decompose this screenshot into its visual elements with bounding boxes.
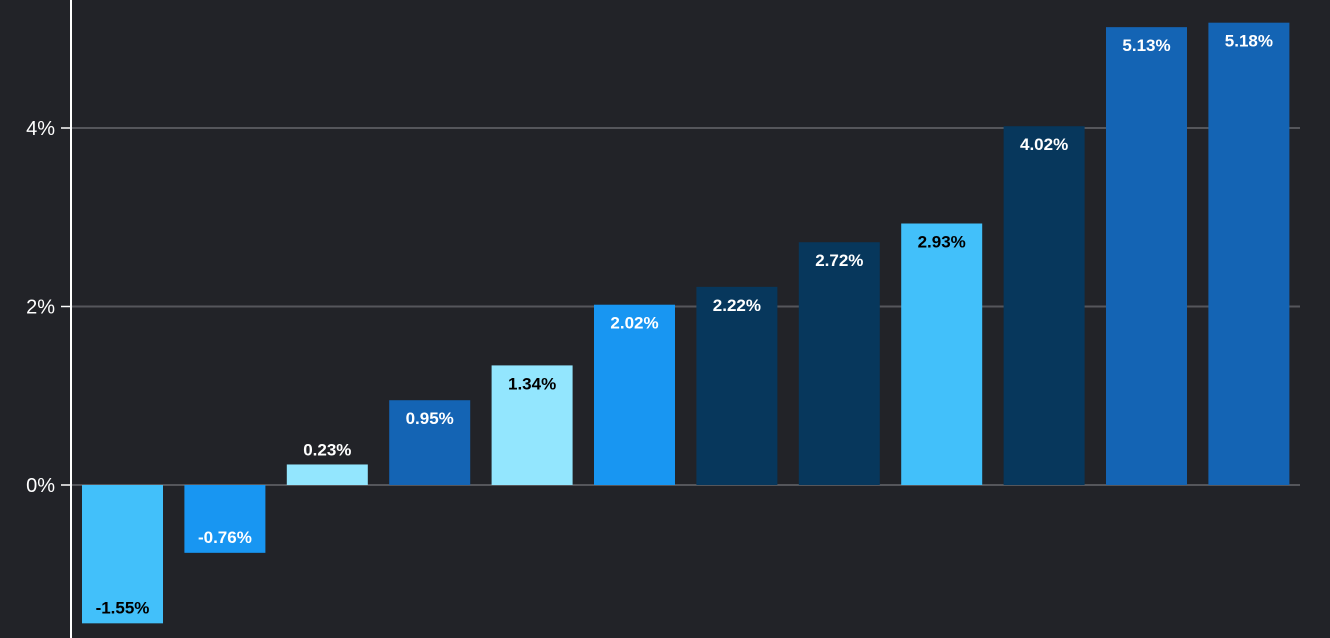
bar-2 xyxy=(286,464,368,485)
y-axis: 0% 2% 4% xyxy=(26,0,72,638)
y-tick-label: 2% xyxy=(26,297,55,319)
bar-7 xyxy=(798,242,880,485)
y-tick-label: 0% xyxy=(26,475,55,497)
data-label-7: 2.72% xyxy=(815,251,863,270)
data-label-8: 2.93% xyxy=(918,232,966,251)
data-label-9: 4.02% xyxy=(1020,135,1068,154)
bar-10 xyxy=(1106,27,1187,486)
data-label-3: 0.95% xyxy=(406,409,454,428)
data-label-1: -0.76% xyxy=(198,528,252,547)
data-label-5: 2.02% xyxy=(610,314,658,333)
bar-1 xyxy=(184,485,266,553)
data-label-10: 5.13% xyxy=(1122,36,1170,55)
bar-8 xyxy=(901,223,983,485)
data-label-0: -1.55% xyxy=(96,598,150,617)
bar-9 xyxy=(1003,126,1085,485)
data-label-6: 2.22% xyxy=(713,296,761,315)
bar-5 xyxy=(594,304,675,485)
data-label-11: 5.18% xyxy=(1225,32,1273,51)
gridlines xyxy=(71,127,1300,486)
bar-6 xyxy=(696,286,778,485)
data-label-2: 0.23% xyxy=(303,440,351,459)
y-tick-label: 4% xyxy=(26,118,55,140)
bar-4 xyxy=(491,365,573,485)
data-labels: -1.55% -0.76% 0.23% 0.95% 1.34% 2.02% 2.22% 2.7… xyxy=(96,32,1273,618)
bars xyxy=(82,22,1290,624)
bar-0 xyxy=(82,485,163,624)
bar-3 xyxy=(389,400,471,485)
bar-11 xyxy=(1208,22,1290,486)
data-label-4: 1.34% xyxy=(508,374,556,393)
